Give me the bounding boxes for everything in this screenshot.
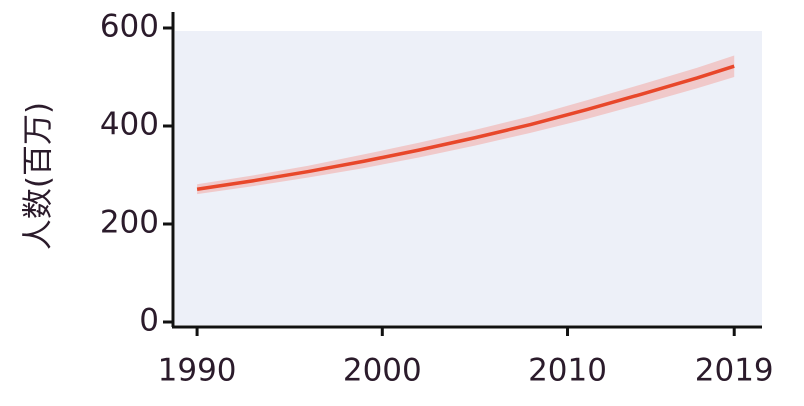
y-tick-label: 200 [100,205,159,241]
y-tick-label: 0 [139,303,159,339]
x-tick-label: 2019 [695,353,774,389]
x-tick-label: 1990 [158,353,237,389]
x-tick-label: 2010 [528,353,607,389]
y-axis-label: 人数(百万) [21,102,57,250]
y-tick-label: 400 [100,107,159,143]
line [196,64,735,191]
y-tick-label: 600 [100,9,159,45]
x-tick-label: 2000 [343,353,422,389]
